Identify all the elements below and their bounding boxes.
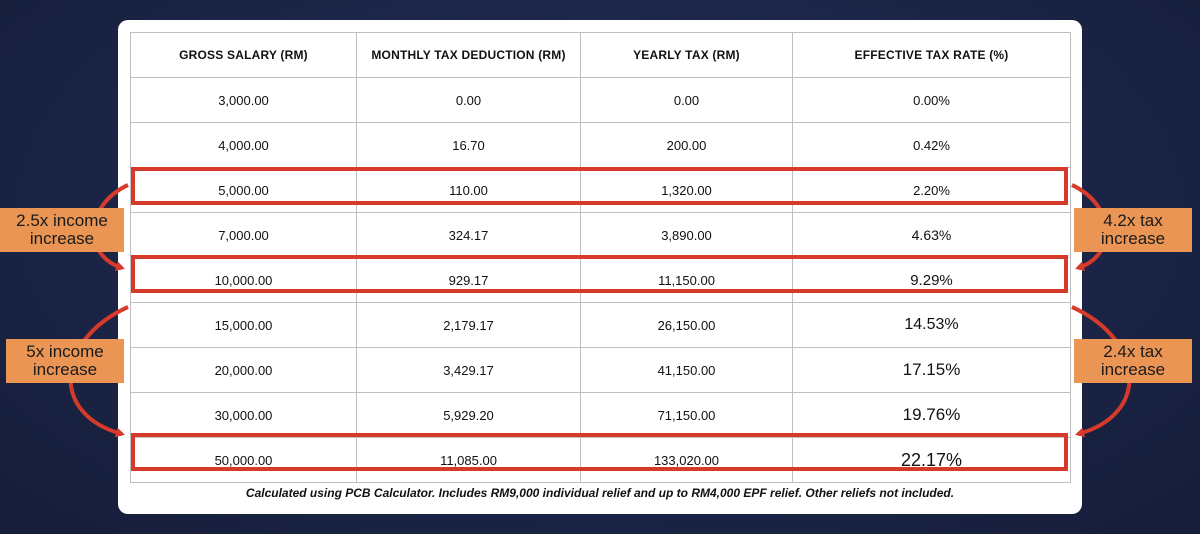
income-increase-label-5x: 5x income increase bbox=[6, 339, 124, 383]
cell-effective-rate: 22.17% bbox=[792, 437, 1071, 483]
table-row: 4,000.00 16.70 200.00 0.42% bbox=[130, 122, 1071, 168]
cell-effective-rate: 19.76% bbox=[792, 392, 1071, 438]
highlight-box-10000 bbox=[131, 255, 1068, 293]
table-row: 7,000.00 324.17 3,890.00 4.63% bbox=[130, 212, 1071, 258]
label-line: increase bbox=[1100, 360, 1166, 379]
table-row: 50,000.00 11,085.00 133,020.00 22.17% bbox=[130, 437, 1071, 483]
tax-table-card: GROSS SALARY (RM) MONTHLY TAX DEDUCTION … bbox=[118, 20, 1082, 514]
cell-gross-salary: 20,000.00 bbox=[130, 347, 357, 393]
cell-yearly-tax: 200.00 bbox=[580, 122, 793, 168]
label-line: 2.5x income bbox=[16, 211, 108, 230]
cell-yearly-tax: 0.00 bbox=[580, 77, 793, 123]
table-row: 30,000.00 5,929.20 71,150.00 19.76% bbox=[130, 392, 1071, 438]
column-header-monthly-tax: MONTHLY TAX DEDUCTION (RM) bbox=[356, 32, 581, 78]
cell-monthly-tax: 324.17 bbox=[356, 212, 581, 258]
cell-gross-salary: 5,000.00 bbox=[130, 167, 357, 213]
column-header-gross-salary: GROSS SALARY (RM) bbox=[130, 32, 357, 78]
label-line: 4.2x tax bbox=[1103, 211, 1163, 230]
highlight-box-50000 bbox=[131, 433, 1068, 471]
cell-monthly-tax: 16.70 bbox=[356, 122, 581, 168]
cell-gross-salary: 50,000.00 bbox=[130, 437, 357, 483]
cell-gross-salary: 3,000.00 bbox=[130, 77, 357, 123]
table-row: 3,000.00 0.00 0.00 0.00% bbox=[130, 77, 1071, 123]
highlight-box-5000 bbox=[131, 167, 1068, 205]
table-header-row: GROSS SALARY (RM) MONTHLY TAX DEDUCTION … bbox=[130, 32, 1071, 78]
cell-gross-salary: 4,000.00 bbox=[130, 122, 357, 168]
cell-effective-rate: 0.42% bbox=[792, 122, 1071, 168]
label-line: increase bbox=[1100, 229, 1166, 248]
cell-yearly-tax: 11,150.00 bbox=[580, 257, 793, 303]
label-line: 5x income bbox=[26, 342, 104, 361]
cell-effective-rate: 4.63% bbox=[792, 212, 1071, 258]
tax-table: GROSS SALARY (RM) MONTHLY TAX DEDUCTION … bbox=[130, 32, 1071, 483]
cell-yearly-tax: 133,020.00 bbox=[580, 437, 793, 483]
cell-monthly-tax: 0.00 bbox=[356, 77, 581, 123]
table-row: 5,000.00 110.00 1,320.00 2.20% bbox=[130, 167, 1071, 213]
tax-increase-label-2-4x: 2.4x tax increase bbox=[1074, 339, 1192, 383]
table-row: 15,000.00 2,179.17 26,150.00 14.53% bbox=[130, 302, 1071, 348]
income-increase-label-2-5x: 2.5x income increase bbox=[0, 208, 124, 252]
label-line: increase bbox=[29, 229, 95, 248]
footnote: Calculated using PCB Calculator. Include… bbox=[245, 486, 955, 500]
label-line: increase bbox=[32, 360, 98, 379]
tax-increase-label-4-2x: 4.2x tax increase bbox=[1074, 208, 1192, 252]
cell-yearly-tax: 41,150.00 bbox=[580, 347, 793, 393]
cell-gross-salary: 7,000.00 bbox=[130, 212, 357, 258]
label-line: 2.4x tax bbox=[1103, 342, 1163, 361]
cell-yearly-tax: 71,150.00 bbox=[580, 392, 793, 438]
column-header-yearly-tax: YEARLY TAX (RM) bbox=[580, 32, 793, 78]
cell-effective-rate: 14.53% bbox=[792, 302, 1071, 348]
cell-effective-rate: 2.20% bbox=[792, 167, 1071, 213]
cell-yearly-tax: 26,150.00 bbox=[580, 302, 793, 348]
cell-monthly-tax: 5,929.20 bbox=[356, 392, 581, 438]
cell-monthly-tax: 110.00 bbox=[356, 167, 581, 213]
cell-monthly-tax: 11,085.00 bbox=[356, 437, 581, 483]
